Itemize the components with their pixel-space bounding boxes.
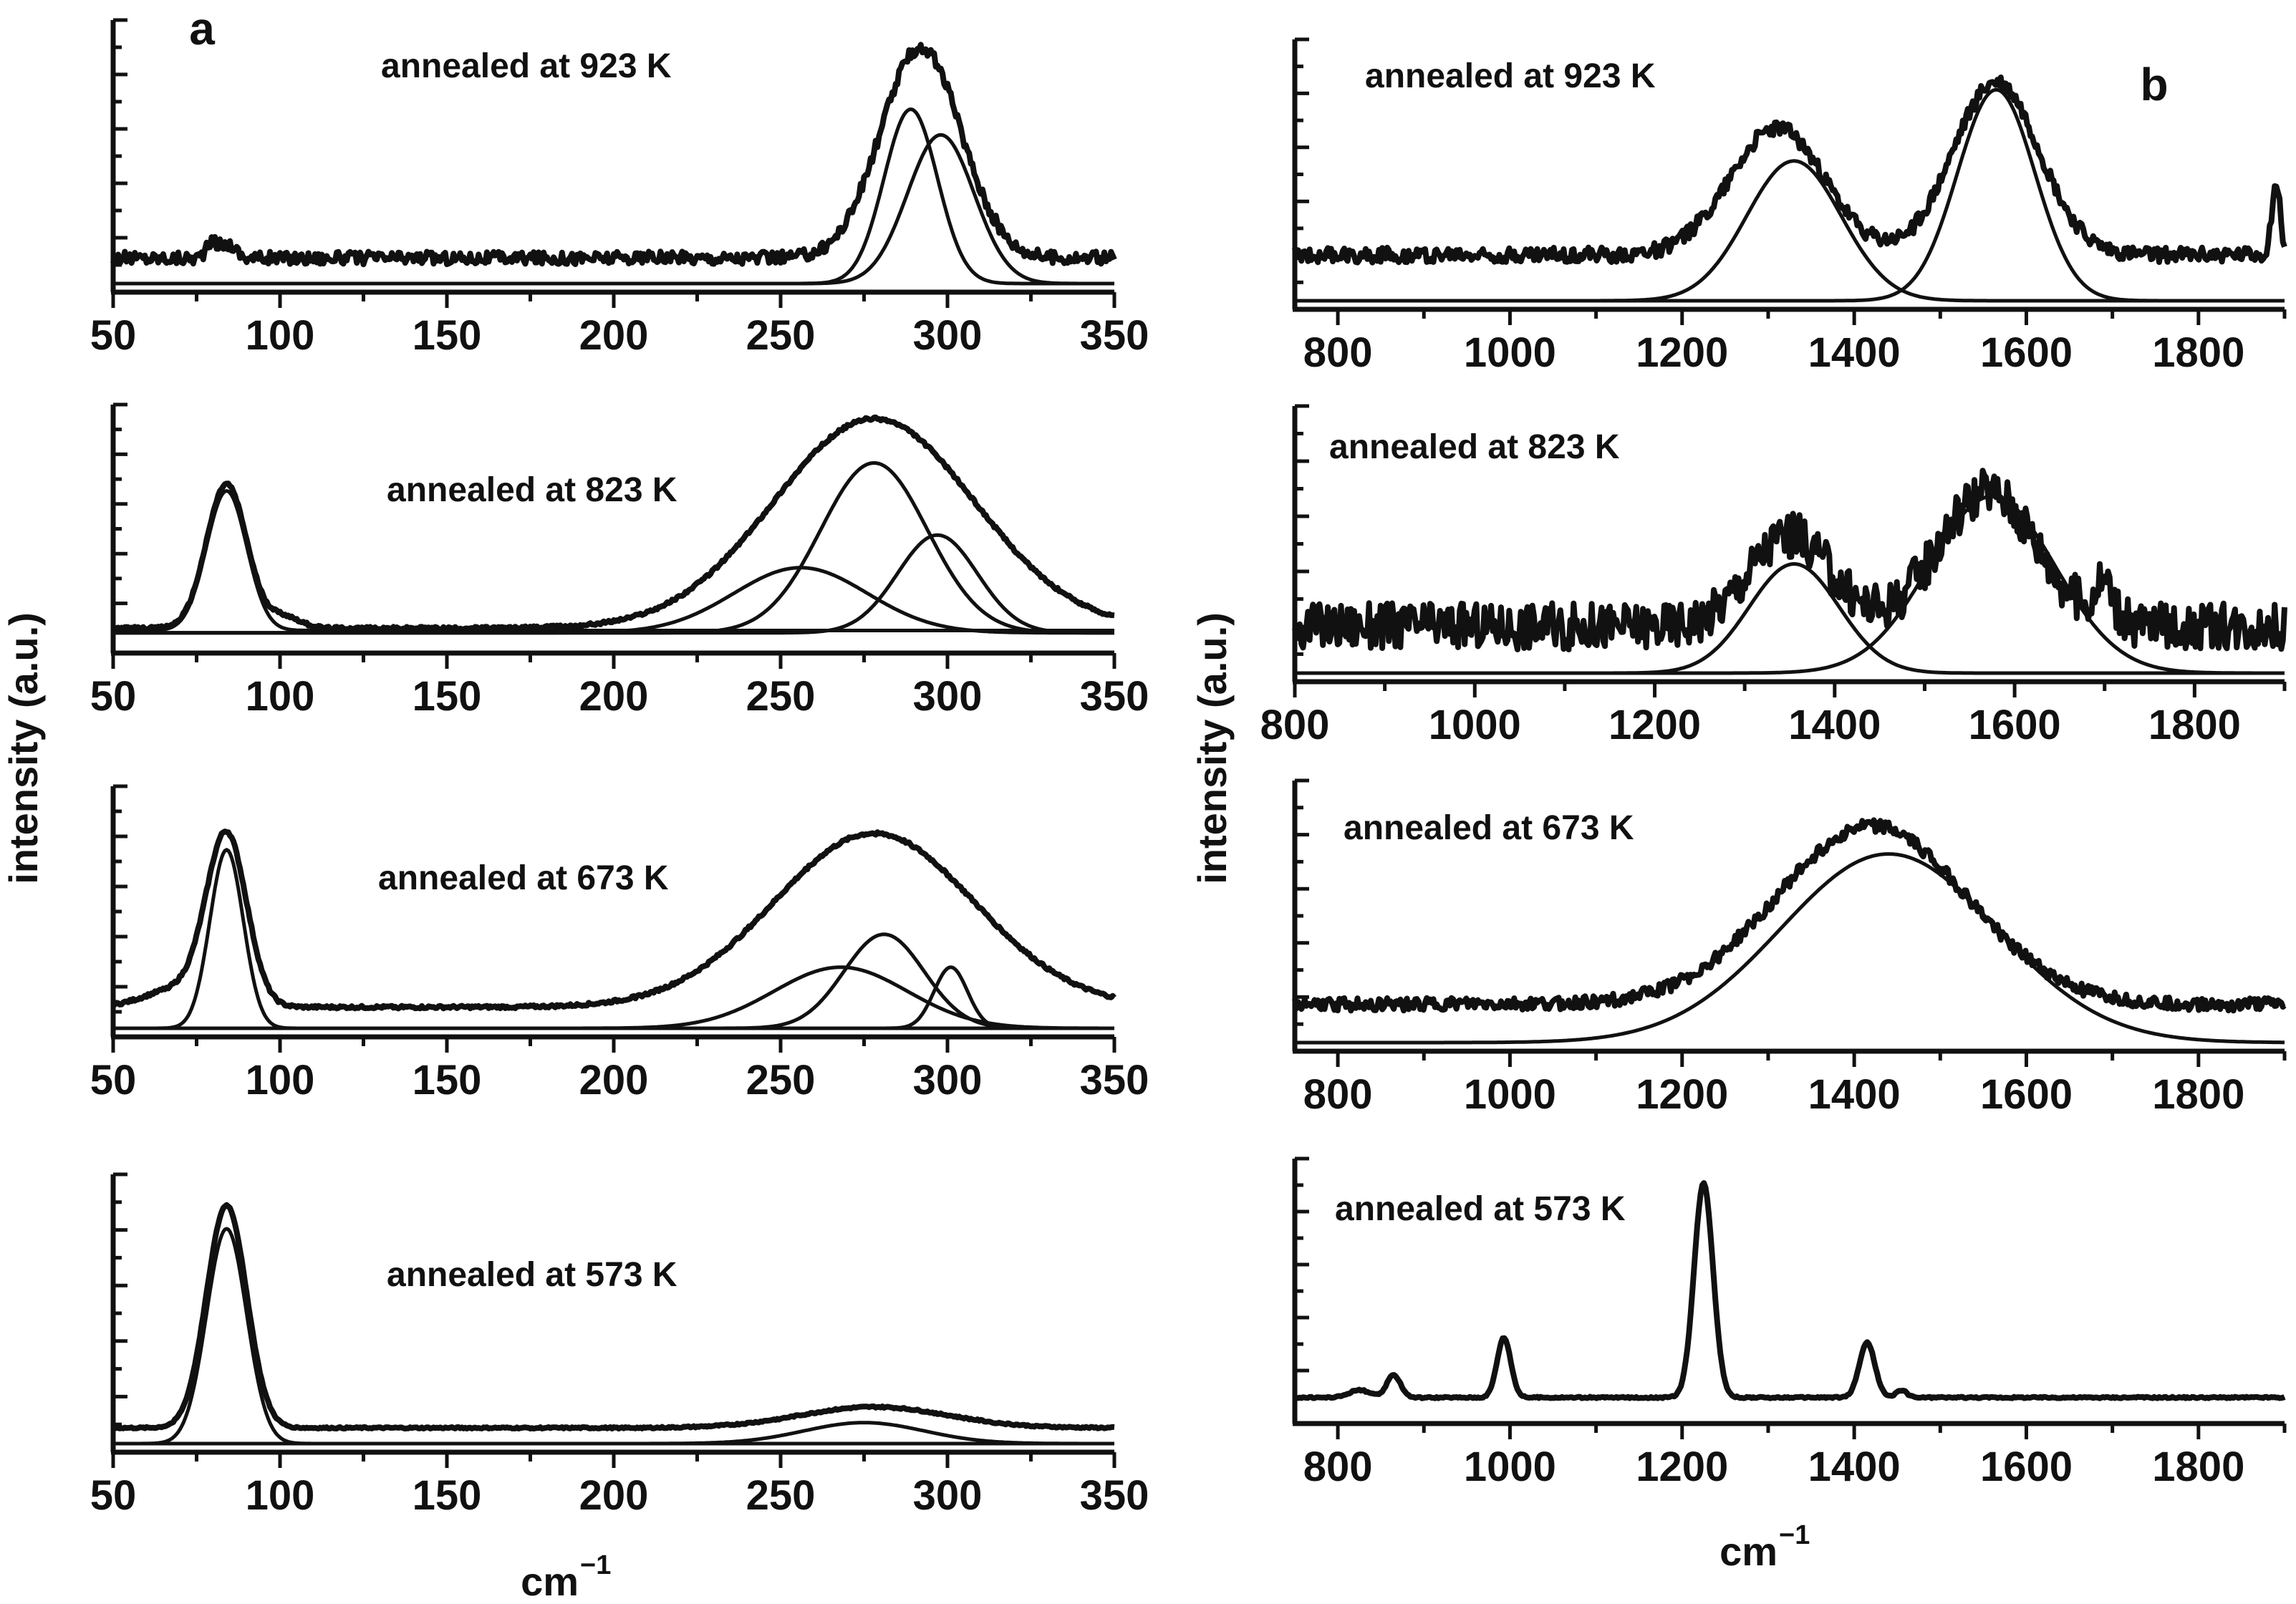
panel-a-letter: a	[189, 3, 215, 54]
x-tick-label: 1800	[2152, 1444, 2244, 1490]
x-tick-label: 50	[90, 673, 137, 720]
x-tick-label: 300	[913, 673, 983, 720]
x-tick-label: 50	[90, 1057, 137, 1103]
x-tick-label: 800	[1303, 329, 1373, 376]
measured-spectrum-line	[1293, 1180, 2286, 1401]
panels-layer: 50 100 150 200 250 300 350 annealed at 923 K 50 1…	[90, 18, 2287, 1519]
panel-b-x-axis-label: cm	[1719, 1529, 1778, 1574]
panel-a-x-axis-label: cm	[521, 1559, 579, 1604]
x-tick-label: 1000	[1464, 329, 1556, 376]
panel-b-letter: b	[2140, 59, 2168, 110]
x-tick-label: 1200	[1608, 702, 1701, 748]
x-tick-label: 800	[1260, 702, 1330, 748]
measured-spectrum-line	[112, 414, 1116, 633]
x-tick-label: 1800	[2152, 1071, 2244, 1118]
x-tick-label: 250	[746, 673, 816, 720]
x-tick-label: 350	[1080, 673, 1149, 720]
x-tick-label: 800	[1303, 1071, 1373, 1118]
x-tick-label: 250	[746, 1472, 816, 1519]
x-tick-label: 200	[579, 673, 649, 720]
fit-component-line	[112, 1421, 1115, 1446]
spectrum-panel-b-4: 800 1000 1200 1400 1600 1800 annealed at 573 K	[1292, 1156, 2287, 1490]
spectrum-panel-b-3: 800 1000 1200 1400 1600 1800 annealed at 673 K	[1292, 778, 2287, 1118]
panel-b-y-axis-label: intensity (a.u.)	[1190, 612, 1235, 884]
x-tick-label: 800	[1303, 1444, 1373, 1490]
x-tick-label: 1600	[1980, 329, 2073, 376]
x-tick-label: 150	[413, 673, 482, 720]
x-tick-label: 1400	[1808, 1444, 1901, 1490]
x-tick-label: 200	[579, 1057, 649, 1103]
x-tick-label: 1200	[1636, 1444, 1728, 1490]
spectrum-panel-b-2: 800 1000 1200 1400 1600 1800 annealed at 823 K	[1260, 404, 2287, 748]
fit-component-line	[112, 965, 1115, 1030]
fit-component-line	[1294, 852, 2285, 1045]
spectrum-panel-b-1: 800 1000 1200 1400 1600 1800 annealed at 923 K	[1292, 37, 2287, 376]
x-tick-label: 100	[246, 1057, 315, 1103]
spectrum-panel-a-4: 50 100 150 200 250 300 350 annealed at 573 K	[90, 1172, 1149, 1519]
x-tick-label: 350	[1080, 1057, 1149, 1103]
panel-annotation: annealed at 573 K	[1335, 1190, 1626, 1228]
x-tick-label: 150	[413, 1057, 482, 1103]
x-tick-label: 350	[1080, 312, 1149, 359]
measured-spectrum-line	[1292, 817, 2287, 1014]
x-tick-label: 1400	[1808, 329, 1901, 376]
x-tick-label: 1000	[1429, 702, 1521, 748]
x-tick-label: 1800	[2152, 329, 2244, 376]
x-tick-label: 150	[413, 1472, 482, 1519]
panel-annotation: annealed at 673 K	[378, 859, 669, 897]
x-tick-label: 200	[579, 312, 649, 359]
fit-component-line	[1294, 494, 2285, 675]
x-tick-label: 300	[913, 1057, 983, 1103]
x-tick-label: 200	[579, 1472, 649, 1519]
x-tick-label: 1400	[1808, 1071, 1901, 1118]
x-tick-label: 100	[246, 673, 315, 720]
panel-a-x-axis-exponent: −1	[580, 1550, 611, 1580]
spectrum-panel-a-2: 50 100 150 200 250 300 350 annealed at 823 K	[90, 402, 1149, 720]
fit-component-line	[1294, 159, 2285, 303]
panel-annotation: annealed at 673 K	[1344, 809, 1634, 847]
x-tick-label: 1600	[1980, 1444, 2073, 1490]
x-tick-label: 1800	[2148, 702, 2241, 748]
x-tick-label: 50	[90, 312, 137, 359]
measured-spectrum-line	[111, 828, 1116, 1012]
x-tick-label: 100	[246, 312, 315, 359]
measured-spectrum-line	[112, 1202, 1116, 1432]
x-tick-label: 1600	[1980, 1071, 2073, 1118]
panel-annotation: annealed at 923 K	[381, 47, 672, 85]
x-tick-label: 1400	[1788, 702, 1881, 748]
panel-a-y-axis-label: intensity (a.u.)	[1, 612, 46, 884]
measured-spectrum-line	[1292, 74, 2287, 266]
x-tick-label: 50	[90, 1472, 137, 1519]
measured-spectrum-line	[1292, 468, 2287, 652]
measured-spectrum-line	[110, 42, 1117, 268]
x-tick-label: 1000	[1464, 1444, 1556, 1490]
x-tick-label: 100	[246, 1472, 315, 1519]
panel-annotation: annealed at 923 K	[1365, 57, 1656, 95]
panel-annotation: annealed at 823 K	[1329, 428, 1620, 466]
x-tick-label: 1200	[1636, 1071, 1728, 1118]
spectrum-panel-a-1: 50 100 150 200 250 300 350 annealed at 923 K	[90, 18, 1149, 359]
x-tick-label: 350	[1080, 1472, 1149, 1519]
panel-b-x-axis-exponent: −1	[1779, 1520, 1810, 1550]
x-tick-label: 150	[413, 312, 482, 359]
x-tick-label: 300	[913, 312, 983, 359]
x-tick-label: 1600	[1969, 702, 2061, 748]
fit-component-line	[112, 489, 1115, 632]
x-tick-label: 250	[746, 1057, 816, 1103]
x-tick-label: 300	[913, 1472, 983, 1519]
x-tick-label: 1000	[1464, 1071, 1556, 1118]
fit-component-line	[112, 132, 1115, 286]
x-tick-label: 250	[746, 312, 816, 359]
spectrum-panel-a-3: 50 100 150 200 250 300 350 annealed at 673 K	[90, 784, 1149, 1103]
fit-component-line	[112, 533, 1115, 635]
panel-annotation: annealed at 573 K	[387, 1256, 677, 1294]
fit-component-line	[1294, 87, 2285, 303]
panel-annotation: annealed at 823 K	[387, 471, 677, 509]
x-tick-label: 1200	[1636, 329, 1728, 376]
